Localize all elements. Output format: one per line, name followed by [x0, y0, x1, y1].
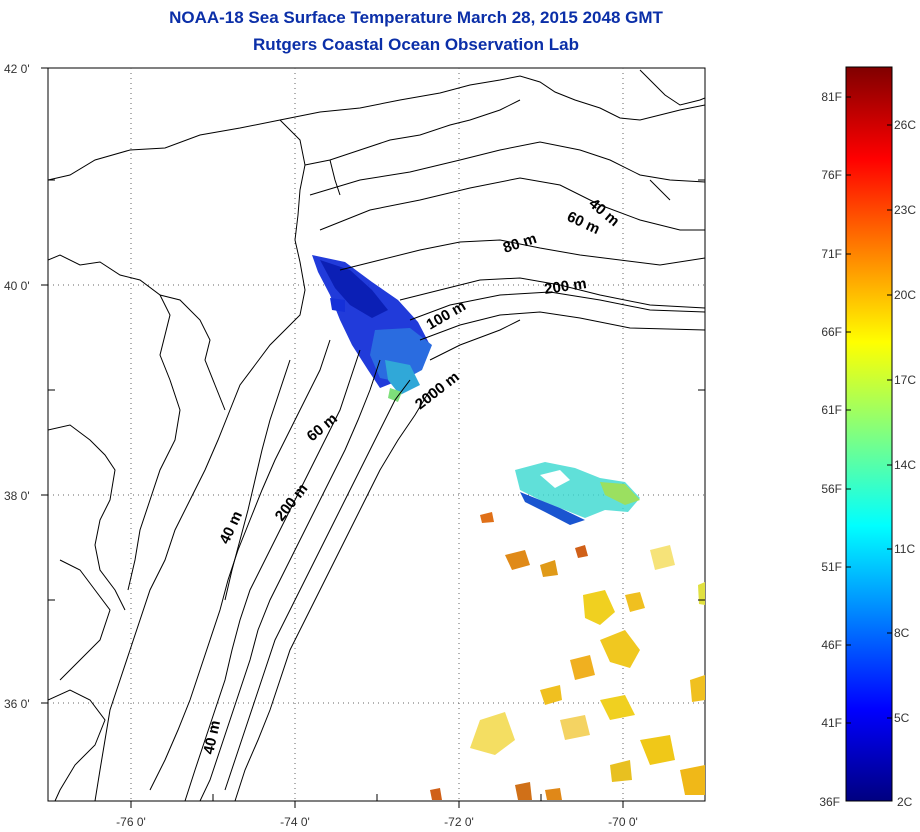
colorbar-c-label: 2C [897, 795, 913, 809]
colorbar-c-label: 17C [894, 373, 916, 387]
colorbar-c-label: 23C [894, 203, 916, 217]
lon-tick-label: -74 0' [280, 815, 310, 829]
lat-tick-label: 36 0' [4, 697, 30, 711]
latitude-labels: 42 0' 40 0' 38 0' 36 0' [4, 62, 30, 711]
longitude-labels: -76 0' -74 0' -72 0' -70 0' [116, 815, 638, 829]
isobath-label: 200 m [543, 275, 587, 298]
lon-tick-label: -76 0' [116, 815, 146, 829]
lat-tick-label: 38 0' [4, 489, 30, 503]
lon-tick-label: -70 0' [608, 815, 638, 829]
colorbar-f-label: 71F [821, 247, 842, 261]
colorbar-f-label: 61F [821, 403, 842, 417]
axis-ticks [41, 67, 705, 808]
isobath-lines [149, 141, 705, 801]
graticule [48, 68, 705, 801]
sst-data-layer [312, 255, 705, 800]
colorbar-fahrenheit-labels: 81F 76F 71F 66F 61F 56F 51F 46F 41F 36F [819, 90, 842, 809]
lat-tick-label: 42 0' [4, 62, 30, 76]
map-title: NOAA-18 Sea Surface Temperature March 28… [169, 8, 663, 27]
colorbar-f-label: 46F [821, 638, 842, 652]
coastline [48, 69, 705, 801]
colorbar-f-label: 76F [821, 168, 842, 182]
colorbar-f-label: 81F [821, 90, 842, 104]
colorbar-c-label: 11C [894, 542, 915, 556]
colorbar-c-label: 5C [894, 711, 910, 725]
isobath-label: 40 m [200, 719, 224, 756]
colorbar-c-label: 20C [894, 288, 916, 302]
map-subtitle: Rutgers Coastal Ocean Observation Lab [253, 35, 579, 54]
map-frame [47, 67, 706, 802]
colorbar-c-label: 26C [894, 118, 916, 132]
colorbar-f-label: 36F [819, 795, 840, 809]
lon-tick-label: -72 0' [444, 815, 474, 829]
colorbar-f-label: 51F [821, 560, 842, 574]
colorbar [845, 66, 893, 802]
colorbar-f-label: 41F [821, 716, 842, 730]
colorbar-ticks [846, 96, 892, 724]
colorbar-c-label: 8C [894, 626, 910, 640]
colorbar-c-label: 14C [894, 458, 916, 472]
colorbar-f-label: 66F [821, 325, 842, 339]
colorbar-celsius-labels: 26C 23C 20C 17C 14C 11C 8C 5C 2C [894, 118, 916, 809]
colorbar-f-label: 56F [821, 482, 842, 496]
lat-tick-label: 40 0' [4, 279, 30, 293]
